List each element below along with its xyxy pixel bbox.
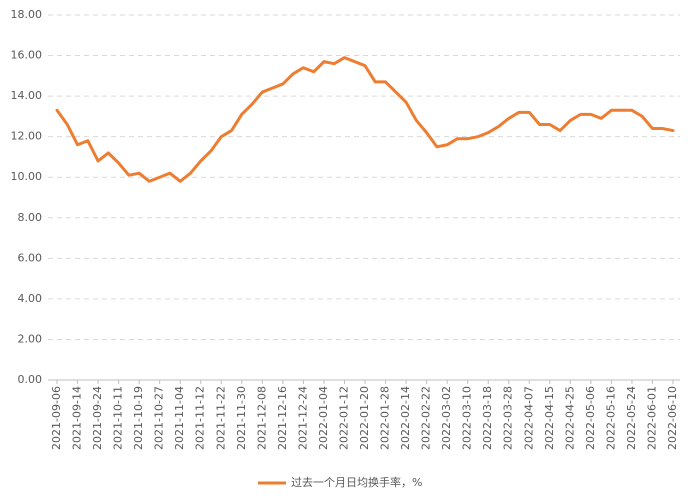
x-tick-label: 2022-05-16 [604,386,617,450]
y-tick-label: 16.00 [11,49,43,62]
x-tick-label: 2021-09-24 [91,386,104,450]
x-tick-label: 2021-10-19 [132,386,145,450]
y-tick-label: 8.00 [18,211,43,224]
y-tick-label: 4.00 [18,292,43,305]
x-tick-label: 2021-10-27 [153,386,166,450]
y-tick-label: 14.00 [11,89,43,102]
x-tick-label: 2022-04-07 [522,386,535,450]
x-tick-label: 2022-03-18 [481,386,494,450]
x-tick-label: 2022-02-14 [399,386,412,450]
y-tick-label: 18.00 [11,8,43,21]
x-tick-label: 2022-06-01 [645,386,658,450]
x-tick-label: 2022-01-28 [379,386,392,450]
x-tick-label: 2022-03-28 [502,386,515,450]
y-tick-label: 6.00 [18,251,43,264]
x-tick-label: 2022-01-04 [317,386,330,450]
x-tick-label: 2021-11-30 [235,386,248,450]
x-tick-label: 2022-02-22 [420,386,433,450]
x-tick-label: 2021-11-12 [194,386,207,450]
x-tick-label: 2021-09-14 [71,386,84,450]
x-tick-label: 2022-03-02 [440,386,453,450]
line-series [55,56,675,183]
x-tick-label: 2022-03-10 [461,386,474,450]
x-tick-label: 2022-01-20 [358,386,371,450]
y-tick-label: 0.00 [18,373,43,386]
x-tick-label: 2021-12-24 [296,386,309,450]
x-tick-label: 2022-04-25 [563,386,576,450]
x-tick-label: 2021-12-08 [255,386,268,450]
x-tick-label: 2021-11-04 [173,386,186,450]
x-tick-label: 2022-05-24 [625,386,638,450]
x-tick-label: 2021-11-22 [214,386,227,450]
x-tick-label: 2022-01-12 [337,386,350,450]
y-tick-label: 10.00 [11,170,43,183]
y-tick-label: 12.00 [11,130,43,143]
x-tick-label: 2021-09-06 [50,386,63,450]
x-tick-label: 2022-04-15 [543,386,556,450]
x-tick-label: 2022-05-06 [584,386,597,450]
x-tick-label: 2021-12-16 [276,386,289,450]
x-tick-label: 2022-06-10 [666,386,679,450]
x-tick-label: 2021-10-11 [112,386,125,450]
legend-label: 过去一个月日均换手率，% [291,475,422,489]
y-tick-label: 2.00 [18,332,43,345]
